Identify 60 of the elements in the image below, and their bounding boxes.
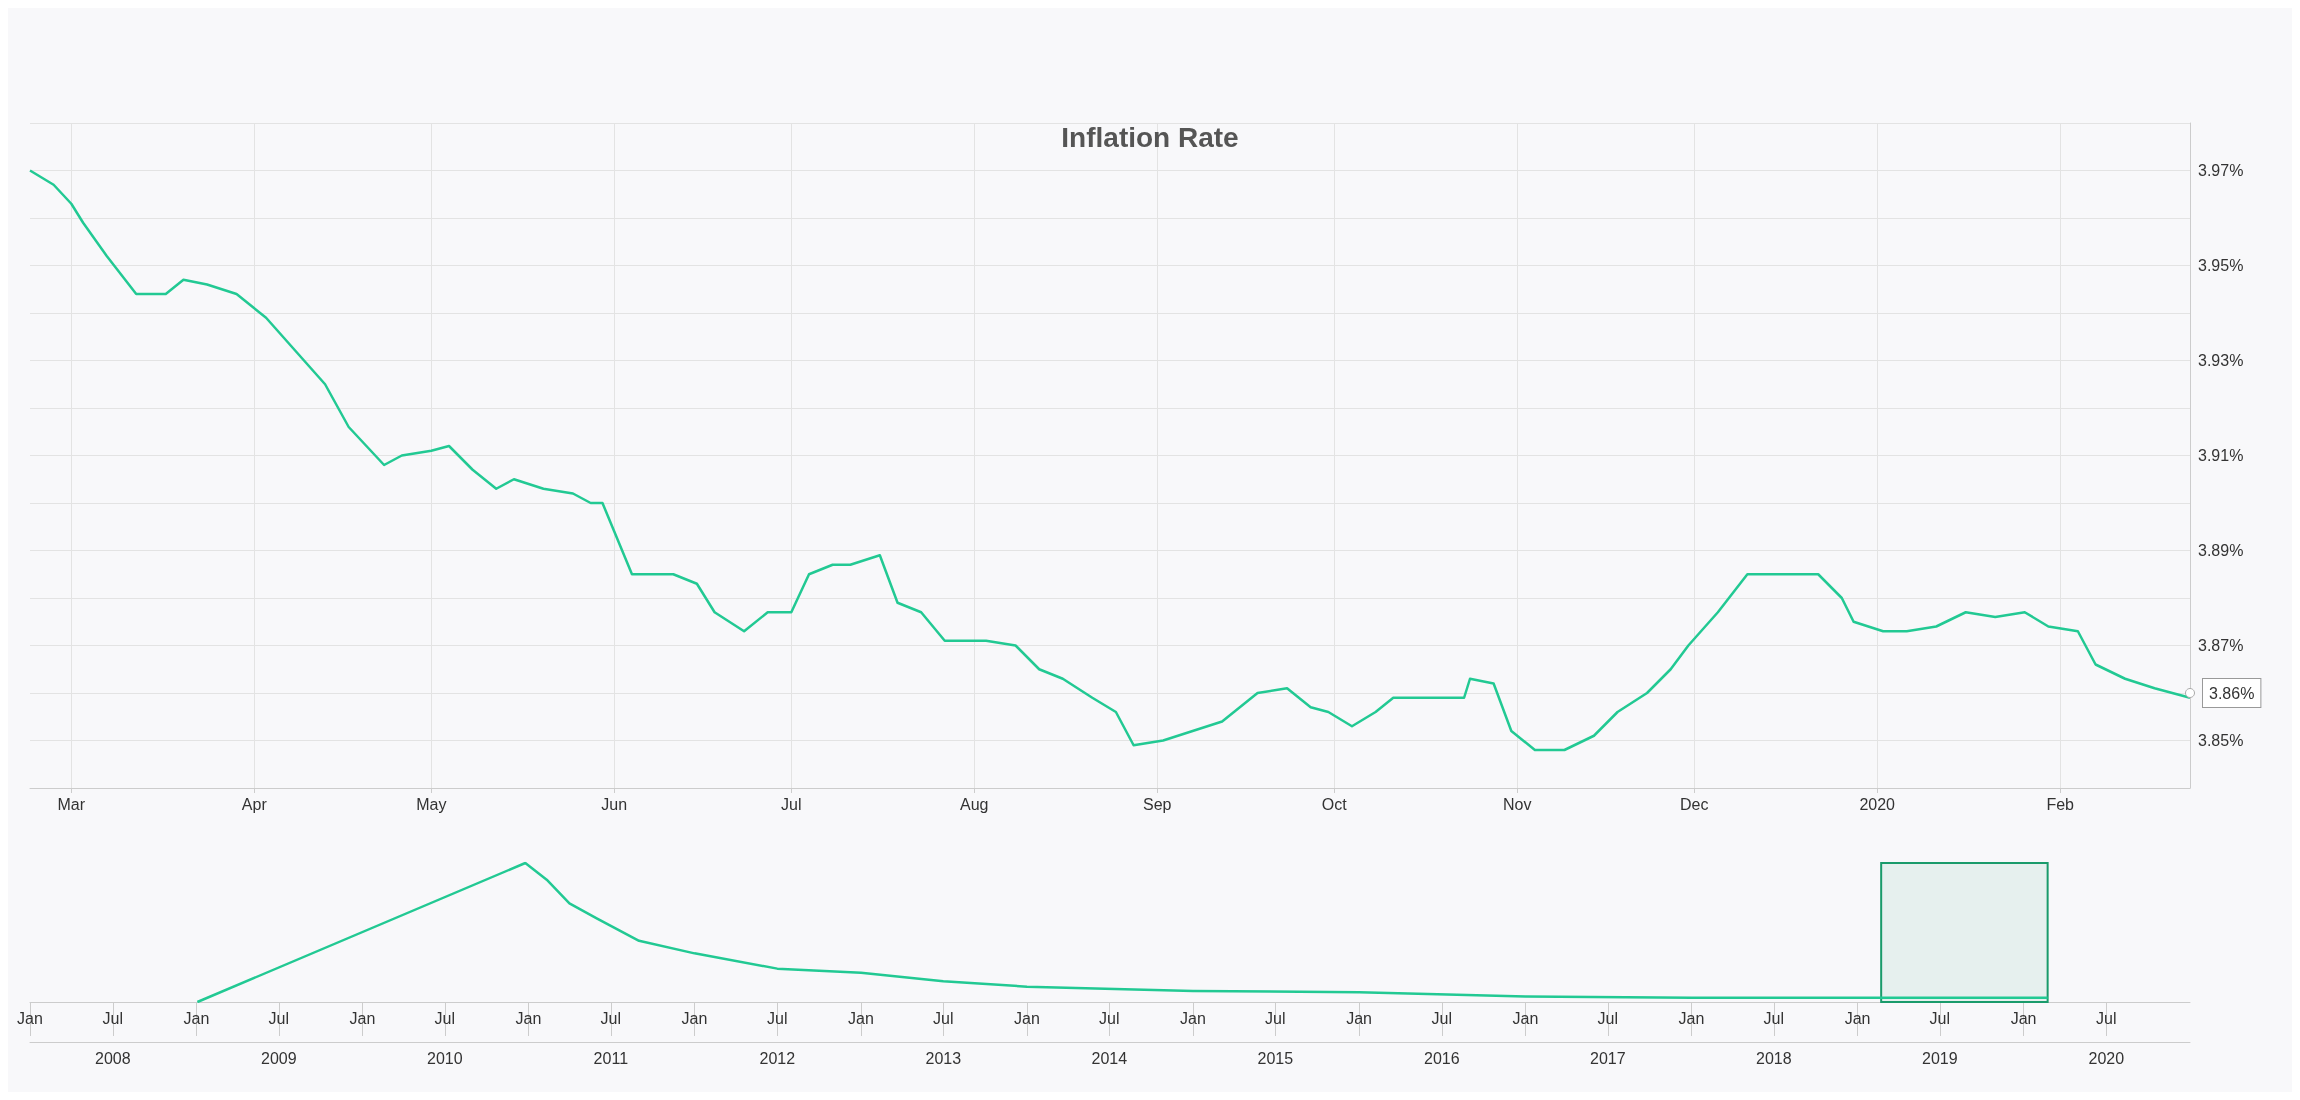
x2-tick-label: 2008: [94, 1049, 131, 1067]
x-tick-label: Jan: [1512, 1009, 1539, 1027]
x-tick-label: Jan: [1014, 1009, 1040, 1027]
chart-title: Inflation Rate: [1061, 121, 1239, 153]
x-tick-label: Jul: [1597, 1009, 1619, 1027]
x2-tick-label: 2009: [261, 1049, 297, 1067]
x2-tick-label: 2019: [1922, 1049, 1958, 1067]
x-tick-label: 2020: [1859, 795, 1896, 813]
x-tick-label: Jul: [781, 795, 802, 813]
x-tick-label: Mar: [57, 795, 86, 813]
x-tick-label: Jan: [2010, 1009, 2037, 1027]
x-tick-label: May: [416, 795, 447, 813]
x-tick-label: Jan: [681, 1009, 708, 1027]
x-tick-label: Jul: [933, 1009, 954, 1027]
x2-tick-label: 2012: [759, 1049, 796, 1067]
x-tick-label: Jan: [17, 1009, 43, 1027]
y-tick-label: 3.89%: [2198, 542, 2244, 559]
x-tick-label: Jul: [600, 1009, 622, 1027]
x-tick-label: Jul: [1929, 1009, 1951, 1027]
x-tick-label: Jul: [1099, 1009, 1120, 1027]
x-tick-label: Aug: [960, 795, 989, 813]
x-tick-label: Jul: [1265, 1009, 1286, 1027]
x-tick-label: Sep: [1142, 795, 1172, 813]
x2-tick-label: 2018: [1756, 1049, 1792, 1067]
y-tick-label: 3.93%: [2198, 352, 2244, 369]
x-tick-label: Jul: [1763, 1009, 1785, 1027]
x2-tick-label: 2020: [2088, 1049, 2125, 1067]
x2-tick-label: 2013: [925, 1049, 962, 1067]
y-tick-label: 3.85%: [2198, 732, 2244, 749]
x-tick-label: Jan: [1678, 1009, 1705, 1027]
x-tick-label: Jan: [1346, 1009, 1372, 1027]
annotation: 3.86%: [2209, 684, 2255, 702]
y-tick-label: 3.97%: [2198, 162, 2244, 179]
x-tick-label: Jul: [1431, 1009, 1453, 1027]
x-tick-label: Jul: [767, 1009, 788, 1027]
x-tick-label: Oct: [1321, 795, 1348, 813]
x2-tick-label: 2015: [1257, 1049, 1294, 1067]
x-tick-label: Jan: [1180, 1009, 1206, 1027]
x-tick-label: Jan: [848, 1009, 874, 1027]
x2-tick-label: 2011: [593, 1049, 629, 1067]
x-tick-label: Jul: [2096, 1009, 2117, 1027]
x-tick-label: Jan: [515, 1009, 542, 1027]
x-tick-label: Feb: [2046, 795, 2075, 813]
x-tick-label: Jul: [268, 1009, 290, 1027]
x-tick-label: Apr: [241, 795, 268, 813]
x-tick-label: Nov: [1502, 795, 1532, 813]
y-tick-label: 3.91%: [2198, 447, 2244, 464]
x-tick-label: Jan: [1844, 1009, 1871, 1027]
x-tick-label: Jul: [434, 1009, 456, 1027]
x2-tick-label: 2014: [1091, 1049, 1128, 1067]
y-tick-label: 3.95%: [2198, 257, 2244, 274]
x2-tick-label: 2017: [1590, 1049, 1626, 1067]
x-tick-label: Dec: [1680, 795, 1709, 813]
x-tick-label: Jun: [601, 795, 628, 813]
x-tick-label: Jan: [349, 1009, 376, 1027]
x-tick-label: Jan: [183, 1009, 210, 1027]
x-tick-label: Jul: [102, 1009, 124, 1027]
y-tick-label: 3.87%: [2198, 637, 2244, 654]
x2-tick-label: 2010: [427, 1049, 463, 1067]
x2-tick-label: 2016: [1424, 1049, 1460, 1067]
